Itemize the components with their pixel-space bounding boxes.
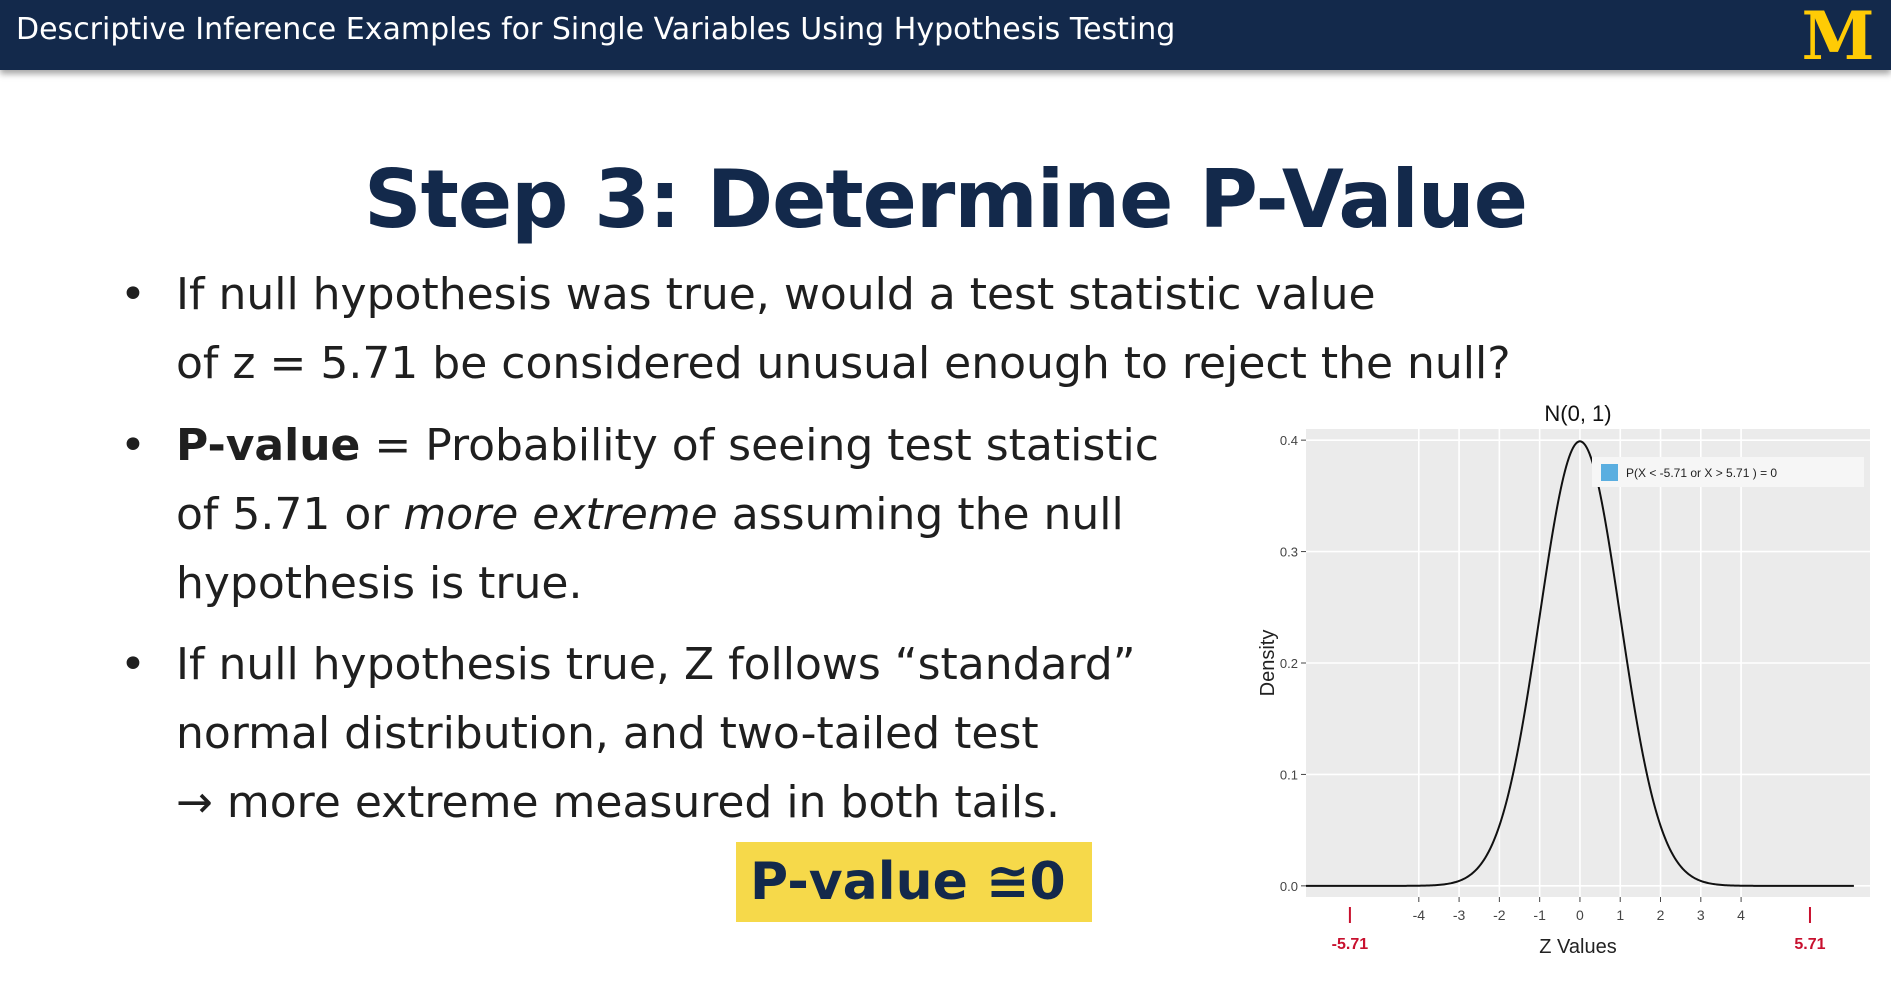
y-tick-label: 0.4 bbox=[1280, 433, 1298, 448]
x-tick-label: 0 bbox=[1576, 907, 1584, 923]
bullet-3-line-1: If null hypothesis true, Z follows “stan… bbox=[176, 639, 1136, 690]
legend-box bbox=[1592, 457, 1864, 487]
bullet-1: • If null hypothesis was true, would a t… bbox=[120, 260, 1620, 400]
p-value-term: P-value bbox=[176, 420, 361, 471]
x-tick-label: 2 bbox=[1657, 907, 1665, 923]
bullet-3-line-3: → more extreme measured in both tails. bbox=[176, 777, 1060, 828]
critical-value-label: -5.71 bbox=[1332, 936, 1369, 953]
p-value-answer: P-value ≅0 bbox=[750, 852, 1066, 912]
y-tick-label: 0.0 bbox=[1280, 879, 1298, 894]
legend-swatch bbox=[1601, 464, 1618, 481]
x-tick-label: 1 bbox=[1616, 907, 1624, 923]
critical-value-markers: -5.71 5.71 bbox=[1332, 907, 1826, 953]
y-axis-label: Density bbox=[1257, 630, 1279, 697]
bullet-3-text: If null hypothesis true, Z follows “stan… bbox=[176, 630, 1136, 837]
bullet-3-line-2: normal distribution, and two-tailed test bbox=[176, 708, 1039, 759]
y-tick-label: 0.1 bbox=[1280, 767, 1298, 782]
bullet-1-text: If null hypothesis was true, would a tes… bbox=[176, 260, 1511, 398]
density-curve bbox=[1306, 440, 1854, 887]
header-bar: Descriptive Inference Examples for Singl… bbox=[0, 0, 1891, 70]
bullet-dot: • bbox=[120, 639, 146, 690]
more-extreme-phrase: more extreme bbox=[403, 489, 718, 540]
y-tick-label: 0.3 bbox=[1280, 545, 1298, 560]
bullet-3: • If null hypothesis true, Z follows “st… bbox=[120, 630, 1220, 840]
x-tick-label: 3 bbox=[1697, 907, 1705, 923]
bullet-2-line-3: hypothesis is true. bbox=[176, 558, 583, 609]
x-axis-label: Z Values bbox=[1539, 936, 1616, 958]
grid-lines bbox=[1306, 429, 1870, 897]
bullet-2-line-2: of 5.71 or more extreme assuming the nul… bbox=[176, 480, 1159, 549]
bullet-1-line-1: If null hypothesis was true, would a tes… bbox=[176, 269, 1376, 320]
logo-letter: M bbox=[1801, 5, 1874, 63]
bullet-2-line-1-rest: = Probability of seeing test statistic bbox=[360, 420, 1159, 471]
x-tick-label: -4 bbox=[1413, 907, 1426, 923]
legend-label: P(X < -5.71 or X > 5.71 ) = 0 bbox=[1626, 466, 1777, 480]
bullet-1-line-2: of z = 5.71 be considered unusual enough… bbox=[176, 338, 1511, 389]
normal-distribution-chart: 0.00.10.20.30.4 -4 -3 -2 -1 0 1 2 3 4 -5.71 5.71 … bbox=[1257, 401, 1870, 958]
p-value-answer-box: P-value ≅0 bbox=[736, 842, 1092, 922]
y-tick-label: 0.2 bbox=[1280, 656, 1298, 671]
y-axis: 0.0 0.1 0.2 0.3 0.4 bbox=[1280, 433, 1306, 894]
university-logo: M bbox=[1801, 5, 1874, 63]
slide-title: Step 3: Determine P-Value bbox=[364, 153, 1528, 246]
x-tick-label: 4 bbox=[1737, 907, 1745, 923]
x-axis: -4 -3 -2 -1 0 1 2 3 4 bbox=[1413, 897, 1745, 923]
bullet-2-line-2-b: assuming the null bbox=[717, 489, 1124, 540]
bullet-2-line-1: P-value = Probability of seeing test sta… bbox=[176, 411, 1159, 480]
x-tick-label: -3 bbox=[1453, 907, 1466, 923]
chart-title: N(0, 1) bbox=[1544, 401, 1611, 426]
bullet-dot: • bbox=[120, 269, 146, 320]
legend: P(X < -5.71 or X > 5.71 ) = 0 bbox=[1592, 457, 1864, 487]
x-tick-label: -2 bbox=[1493, 907, 1506, 923]
bullet-2-text: P-value = Probability of seeing test sta… bbox=[176, 411, 1159, 618]
bullet-2-line-2-a: of 5.71 or bbox=[176, 489, 404, 540]
critical-value-label: 5.71 bbox=[1794, 936, 1825, 953]
header-title: Descriptive Inference Examples for Singl… bbox=[16, 12, 1176, 47]
x-tick-label: -1 bbox=[1533, 907, 1546, 923]
bullet-2: • P-value = Probability of seeing test s… bbox=[120, 411, 1270, 621]
bullet-dot: • bbox=[120, 420, 146, 471]
